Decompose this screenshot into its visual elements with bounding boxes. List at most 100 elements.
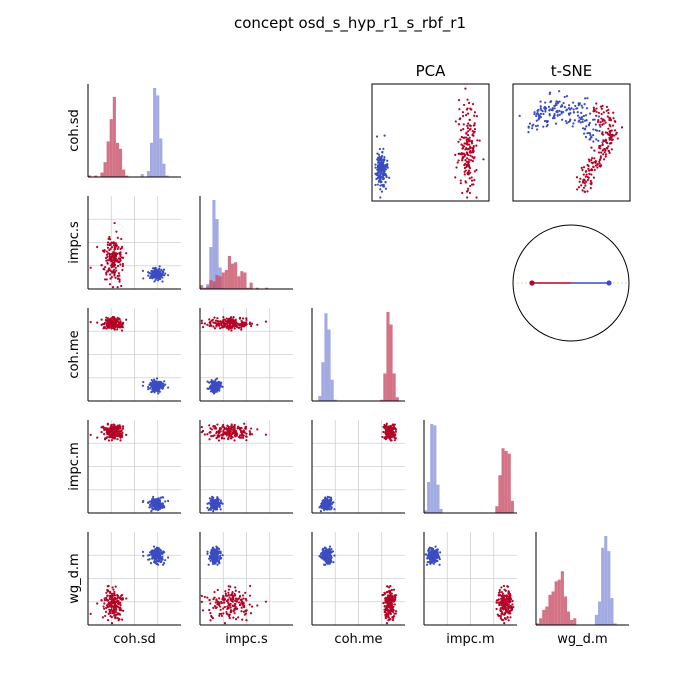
scatter-point bbox=[209, 499, 212, 503]
scatter-point bbox=[324, 552, 328, 556]
scatter-point bbox=[238, 323, 242, 326]
scatter-point bbox=[219, 554, 222, 558]
scatter-point bbox=[230, 599, 233, 602]
scatter-point bbox=[505, 595, 508, 598]
projection-frame bbox=[371, 83, 490, 202]
scatter-point bbox=[109, 321, 112, 324]
scatter-point bbox=[217, 439, 221, 442]
scatter-point bbox=[324, 499, 327, 502]
projection-point bbox=[471, 159, 474, 163]
projection-point bbox=[602, 153, 605, 156]
scatter-point bbox=[501, 605, 504, 608]
scatter-point bbox=[242, 317, 245, 320]
histogram-bar bbox=[539, 618, 543, 625]
projection-point bbox=[599, 121, 602, 124]
projection-point bbox=[466, 124, 469, 127]
scatter-point bbox=[155, 377, 159, 380]
projection-point bbox=[608, 138, 611, 141]
histogram-bar bbox=[613, 623, 617, 625]
panel-coh.me-vs-impc.s bbox=[199, 308, 293, 402]
histogram-bar bbox=[607, 551, 611, 625]
projection-point bbox=[601, 133, 605, 136]
scatter-point bbox=[212, 424, 215, 428]
projection-point bbox=[382, 147, 385, 150]
projection-point bbox=[380, 158, 383, 162]
scatter-point bbox=[328, 499, 331, 502]
projection-point bbox=[468, 124, 471, 127]
projection-point bbox=[465, 140, 469, 144]
scatter-point bbox=[154, 278, 157, 281]
scatter-point bbox=[431, 554, 434, 557]
scatter-point bbox=[497, 591, 501, 594]
scatter-point bbox=[200, 594, 203, 597]
projection-point bbox=[616, 137, 619, 140]
projection-point bbox=[580, 184, 583, 187]
scatter-point bbox=[89, 433, 92, 437]
histogram-bar bbox=[501, 448, 505, 513]
scatter-point bbox=[383, 426, 386, 430]
scatter-point bbox=[115, 325, 118, 328]
scatter-point bbox=[495, 601, 498, 604]
scatter-point bbox=[233, 429, 236, 433]
projection-point bbox=[466, 157, 469, 160]
scatter-point bbox=[223, 324, 227, 328]
scatter-point bbox=[222, 319, 225, 322]
scatter-point bbox=[321, 505, 324, 508]
projection-point bbox=[590, 146, 593, 149]
projection-point bbox=[568, 113, 571, 116]
scatter-point bbox=[500, 590, 503, 594]
scatter-point bbox=[109, 429, 113, 432]
projection-point bbox=[549, 100, 553, 103]
scatter-point bbox=[217, 498, 220, 501]
histogram-bar bbox=[103, 162, 107, 177]
projection-point bbox=[583, 182, 586, 185]
histogram-bar bbox=[218, 276, 222, 289]
scatter-point bbox=[103, 249, 106, 252]
scatter-point bbox=[121, 425, 124, 428]
projection-point bbox=[597, 115, 601, 118]
projection-point bbox=[473, 114, 476, 117]
scatter-point bbox=[206, 502, 209, 505]
scatter-point bbox=[116, 318, 119, 321]
projection-point bbox=[571, 125, 574, 128]
scatter-point bbox=[217, 601, 221, 604]
scatter-point bbox=[326, 499, 329, 502]
scatter-point bbox=[495, 599, 498, 602]
panel-coh.me-vs-coh.me bbox=[311, 308, 405, 402]
scatter-point bbox=[220, 601, 224, 605]
scatter-point bbox=[390, 603, 393, 606]
projection-point bbox=[611, 133, 614, 136]
scatter-point bbox=[391, 610, 395, 614]
projection-point bbox=[463, 173, 466, 176]
scatter-point bbox=[101, 616, 105, 619]
scatter-point bbox=[120, 284, 123, 288]
scatter-point bbox=[217, 501, 221, 505]
scatter-point bbox=[392, 588, 396, 591]
x-axis-label: impc.s bbox=[225, 632, 268, 647]
scatter-point bbox=[200, 322, 203, 325]
panel-impc.m-vs-coh.sd bbox=[87, 420, 181, 514]
scatter-point bbox=[121, 326, 124, 329]
scatter-point bbox=[394, 427, 397, 430]
scatter-point bbox=[383, 423, 386, 427]
projection-point bbox=[583, 190, 587, 193]
scatter-point bbox=[390, 429, 393, 432]
scatter-point bbox=[155, 272, 158, 275]
histogram-bar bbox=[392, 373, 396, 401]
projection-point bbox=[377, 175, 380, 178]
scatter-point bbox=[116, 605, 120, 608]
projection-point bbox=[548, 112, 551, 116]
scatter-point bbox=[227, 432, 231, 435]
scatter-point bbox=[103, 250, 106, 253]
scatter-point bbox=[152, 503, 155, 506]
projection-point bbox=[462, 127, 465, 131]
projection-point bbox=[463, 166, 466, 170]
scatter-point bbox=[216, 423, 219, 426]
scatter-point bbox=[158, 557, 161, 561]
projection-point bbox=[467, 122, 470, 125]
projection-point bbox=[381, 150, 384, 154]
histogram-bar bbox=[215, 219, 219, 289]
scatter-point bbox=[106, 436, 109, 439]
projection-point bbox=[612, 111, 615, 114]
projection-point bbox=[473, 178, 476, 182]
